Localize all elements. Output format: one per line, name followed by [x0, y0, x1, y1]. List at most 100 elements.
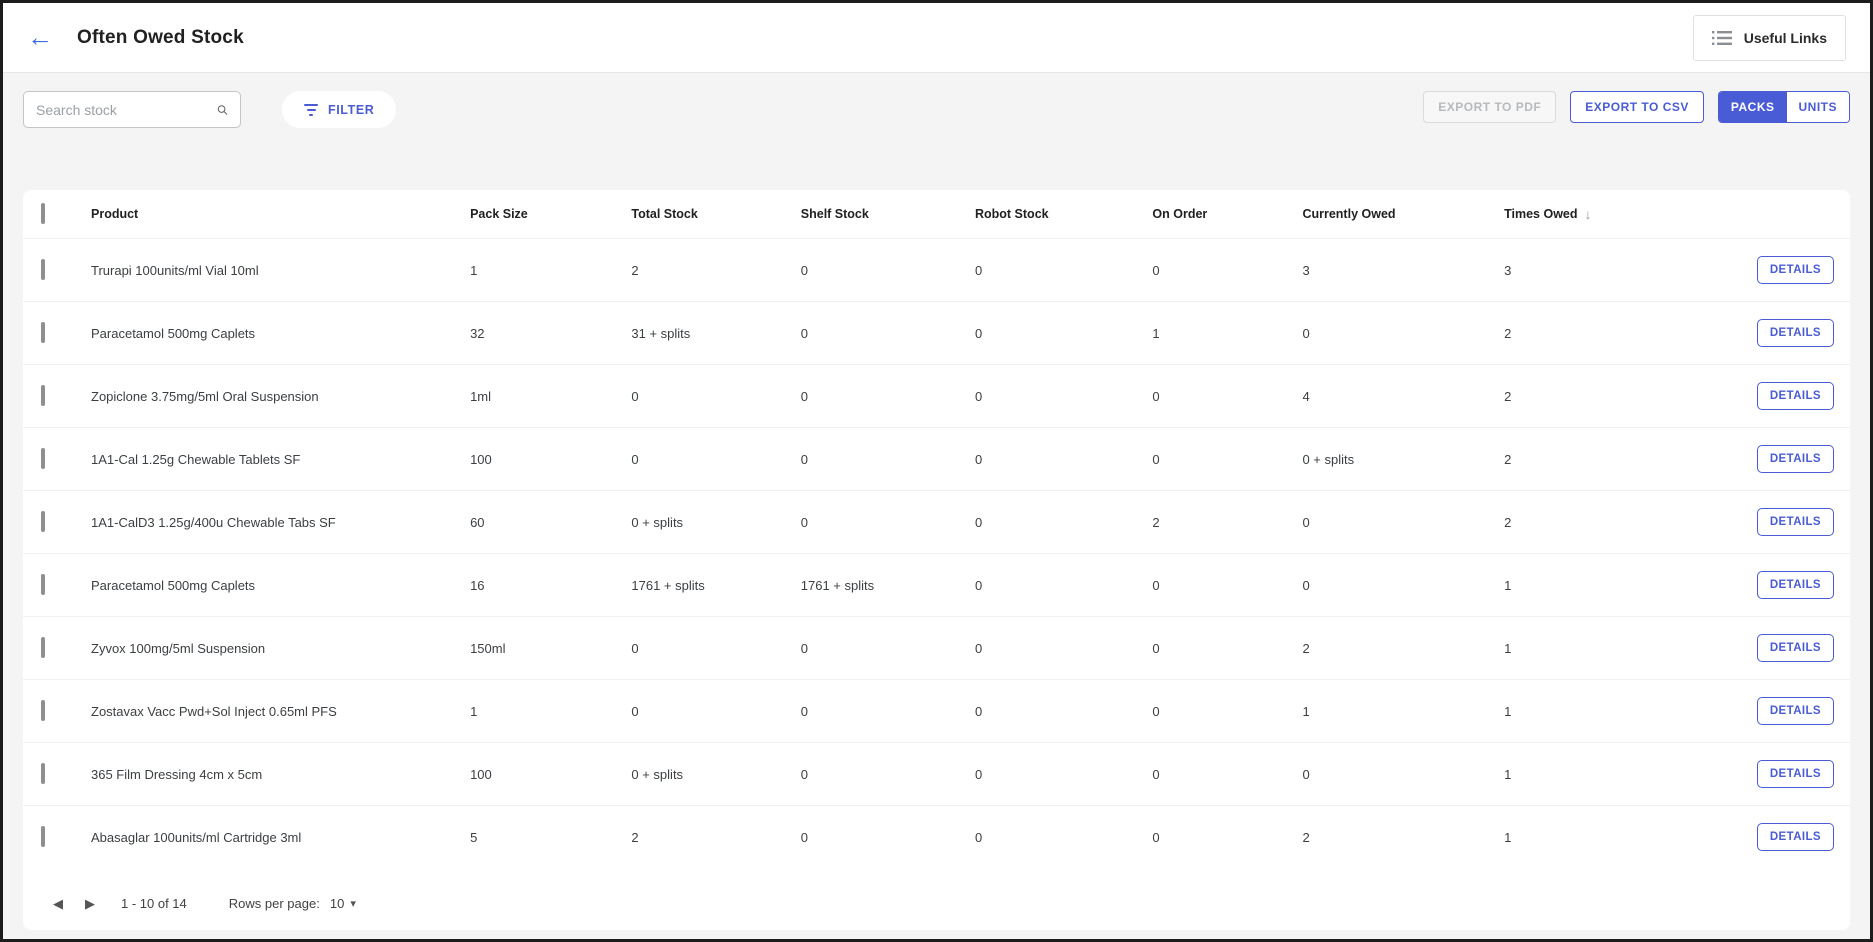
toggle-units-button[interactable]: UNITS — [1786, 92, 1849, 122]
cell-times-owed: 2 — [1504, 451, 1512, 467]
cell-currently-owed: 1 — [1302, 703, 1310, 719]
cell-on-order: 0 — [1152, 388, 1160, 404]
details-button[interactable]: DETAILS — [1756, 760, 1834, 788]
useful-links-label: Useful Links — [1743, 29, 1827, 46]
row-checkbox[interactable] — [41, 448, 45, 469]
cell-times-owed: 1 — [1504, 829, 1512, 845]
cell-currently-owed: 4 — [1302, 388, 1310, 404]
cell-total-stock: 0 + splits — [631, 514, 684, 530]
column-header-pack-size[interactable]: Pack Size — [470, 207, 528, 221]
cell-shelf-stock: 0 — [800, 703, 808, 719]
details-button[interactable]: DETAILS — [1756, 382, 1834, 410]
pagination-bar: ◀ ▶ 1 - 10 of 14 Rows per page: 10 ▾ — [23, 868, 1850, 930]
row-checkbox[interactable] — [41, 826, 45, 847]
cell-total-stock: 1761 + splits — [631, 577, 705, 593]
row-checkbox[interactable] — [41, 637, 45, 658]
cell-on-order: 0 — [1152, 640, 1160, 656]
rows-per-page-value[interactable]: 10 — [329, 895, 345, 911]
cell-times-owed: 2 — [1504, 388, 1512, 404]
table-row: 1A1-Cal 1.25g Chewable Tablets SF 100 0 … — [23, 427, 1850, 490]
row-checkbox[interactable] — [41, 259, 45, 280]
column-header-currently-owed[interactable]: Currently Owed — [1302, 207, 1396, 221]
cell-robot-stock: 0 — [974, 388, 983, 404]
cell-pack-size: 5 — [470, 829, 478, 845]
table-row: Zopiclone 3.75mg/5ml Oral Suspension 1ml… — [23, 364, 1850, 427]
cell-pack-size: 16 — [470, 577, 485, 593]
list-icon — [1711, 30, 1732, 45]
filter-button[interactable]: FILTER — [282, 91, 397, 128]
cell-product: 365 Film Dressing 4cm x 5cm — [91, 766, 263, 782]
row-checkbox[interactable] — [41, 322, 45, 343]
cell-on-order: 2 — [1152, 514, 1160, 530]
column-header-total-stock[interactable]: Total Stock — [631, 207, 698, 221]
cell-pack-size: 100 — [470, 766, 492, 782]
cell-shelf-stock: 0 — [800, 262, 808, 278]
next-page-icon[interactable]: ▶ — [81, 893, 99, 914]
row-checkbox[interactable] — [41, 385, 45, 406]
table-row: 365 Film Dressing 4cm x 5cm 100 0 + spli… — [23, 742, 1850, 805]
table-row: Zostavax Vacc Pwd+Sol Inject 0.65ml PFS … — [23, 679, 1850, 742]
cell-robot-stock: 0 — [974, 451, 983, 467]
cell-total-stock: 0 — [631, 703, 639, 719]
details-button[interactable]: DETAILS — [1756, 319, 1834, 347]
cell-on-order: 0 — [1152, 703, 1160, 719]
column-header-times-owed[interactable]: Times Owed ↓ — [1504, 206, 1738, 222]
table-row: Trurapi 100units/ml Vial 10ml 1 2 0 0 0 … — [23, 238, 1850, 301]
table-row: Abasaglar 100units/ml Cartridge 3ml 5 2 … — [23, 805, 1850, 868]
details-button[interactable]: DETAILS — [1756, 571, 1834, 599]
search-icon[interactable] — [217, 101, 228, 119]
column-header-robot-stock[interactable]: Robot Stock — [974, 207, 1049, 221]
details-button[interactable]: DETAILS — [1756, 823, 1834, 851]
search-input[interactable] — [36, 101, 217, 118]
details-button[interactable]: DETAILS — [1756, 634, 1834, 662]
toolbar: FILTER EXPORT TO PDF EXPORT TO CSV PACKS… — [3, 91, 1870, 145]
row-checkbox[interactable] — [41, 511, 45, 532]
cell-pack-size: 100 — [470, 451, 492, 467]
cell-product: Zopiclone 3.75mg/5ml Oral Suspension — [91, 388, 319, 404]
column-header-shelf-stock[interactable]: Shelf Stock — [800, 207, 869, 221]
cell-pack-size: 150ml — [470, 640, 506, 656]
details-button[interactable]: DETAILS — [1756, 697, 1834, 725]
cell-pack-size: 1ml — [470, 388, 492, 404]
cell-times-owed: 3 — [1504, 262, 1512, 278]
cell-pack-size: 32 — [470, 325, 485, 341]
cell-times-owed: 1 — [1504, 703, 1512, 719]
previous-page-icon[interactable]: ◀ — [49, 893, 67, 914]
cell-robot-stock: 0 — [974, 577, 983, 593]
table-header-row: Product Pack Size Total Stock Shelf Stoc… — [23, 190, 1850, 238]
cell-robot-stock: 0 — [974, 640, 983, 656]
cell-currently-owed: 0 — [1302, 325, 1310, 341]
cell-pack-size: 1 — [470, 262, 478, 278]
back-arrow-icon[interactable]: ← — [27, 21, 53, 52]
cell-on-order: 0 — [1152, 577, 1160, 593]
details-button[interactable]: DETAILS — [1756, 256, 1834, 284]
export-to-csv-button[interactable]: EXPORT TO CSV — [1570, 91, 1704, 123]
details-button[interactable]: DETAILS — [1756, 508, 1834, 536]
sort-descending-icon[interactable]: ↓ — [1584, 206, 1592, 222]
row-checkbox[interactable] — [41, 700, 45, 721]
cell-times-owed: 1 — [1504, 766, 1512, 782]
export-to-pdf-button[interactable]: EXPORT TO PDF — [1423, 91, 1557, 123]
filter-icon — [304, 103, 318, 116]
row-checkbox[interactable] — [41, 574, 45, 595]
useful-links-button[interactable]: Useful Links — [1692, 14, 1846, 61]
cell-shelf-stock: 0 — [800, 514, 808, 530]
cell-product: Paracetamol 500mg Caplets — [91, 577, 256, 593]
row-checkbox[interactable] — [41, 763, 45, 784]
page-header: ← Often Owed Stock Useful Links — [3, 3, 1870, 73]
cell-on-order: 0 — [1152, 829, 1160, 845]
select-all-checkbox[interactable] — [41, 203, 45, 224]
cell-shelf-stock: 0 — [800, 640, 808, 656]
cell-shelf-stock: 0 — [800, 325, 808, 341]
column-header-on-order[interactable]: On Order — [1152, 207, 1208, 221]
toggle-packs-button[interactable]: PACKS — [1718, 92, 1787, 122]
cell-product: Zostavax Vacc Pwd+Sol Inject 0.65ml PFS — [91, 703, 337, 719]
details-button[interactable]: DETAILS — [1756, 445, 1834, 473]
cell-times-owed: 1 — [1504, 640, 1512, 656]
cell-total-stock: 0 — [631, 640, 639, 656]
pagination-range-label: 1 - 10 of 14 — [121, 895, 187, 911]
rows-per-page-caret-icon[interactable]: ▾ — [350, 897, 356, 910]
cell-robot-stock: 0 — [974, 829, 983, 845]
column-header-product[interactable]: Product — [91, 207, 139, 221]
stock-table-card: Product Pack Size Total Stock Shelf Stoc… — [23, 190, 1850, 930]
